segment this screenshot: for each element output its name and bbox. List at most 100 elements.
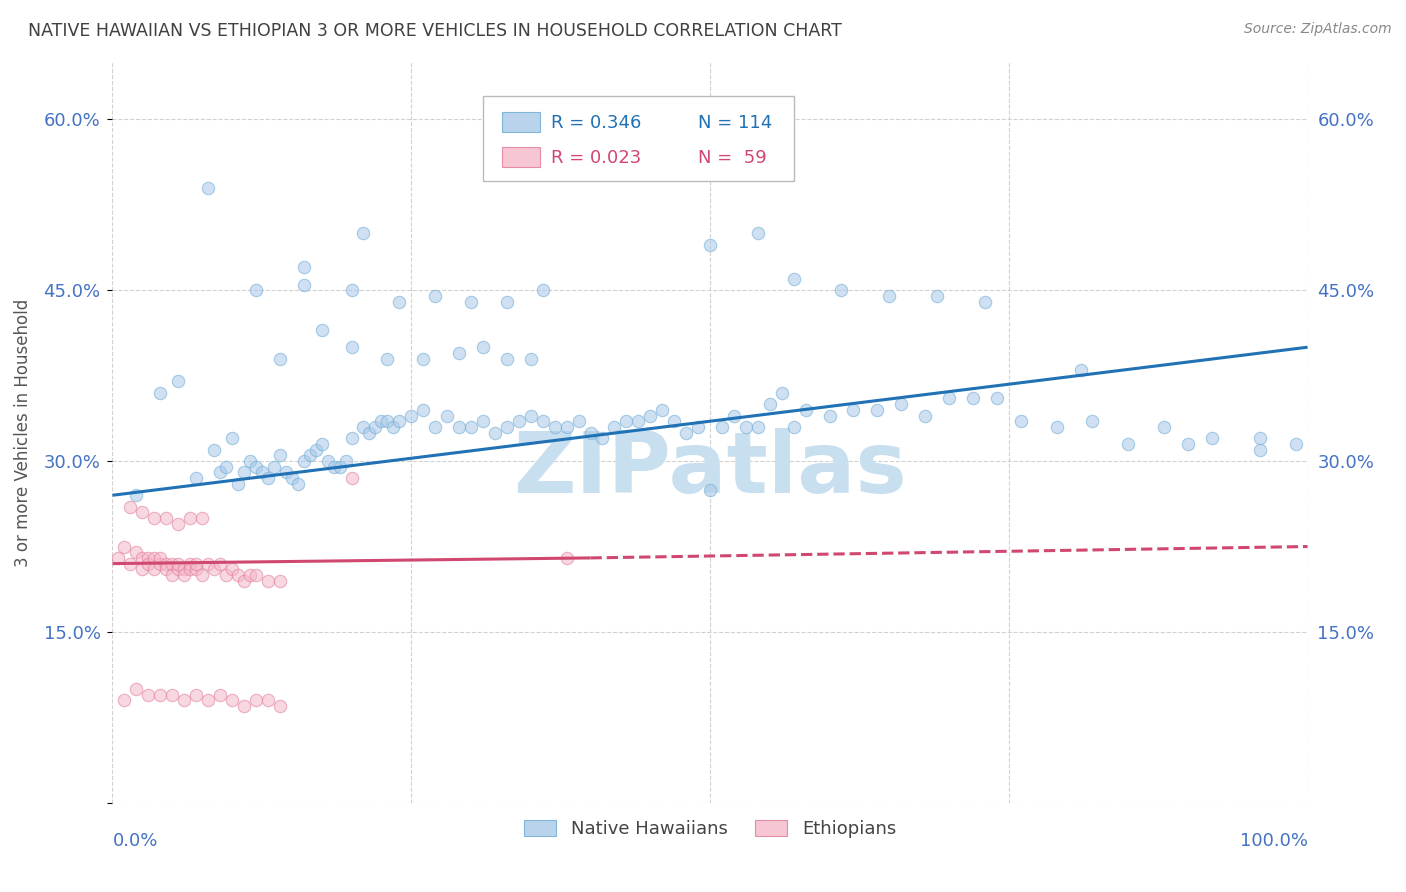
Point [287, 476, 309, 491]
Point [1285, 437, 1308, 451]
Point [782, 272, 804, 286]
Point [179, 562, 201, 576]
Point [688, 420, 710, 434]
Point [425, 420, 447, 434]
Point [186, 557, 208, 571]
Point [233, 574, 256, 588]
Point [496, 294, 519, 309]
Point [651, 402, 673, 417]
Point [138, 557, 160, 571]
Point [794, 402, 817, 417]
Point [1118, 437, 1140, 451]
Point [173, 568, 195, 582]
Point [191, 568, 214, 582]
Point [298, 449, 321, 463]
Point [143, 550, 166, 565]
Point [209, 557, 232, 571]
Point [197, 557, 219, 571]
Point [914, 409, 936, 423]
Point [239, 454, 262, 468]
Point [274, 466, 297, 480]
Point [1249, 431, 1271, 445]
Point [245, 568, 267, 582]
Point [352, 420, 374, 434]
Point [215, 459, 238, 474]
Point [388, 414, 411, 428]
Point [269, 449, 291, 463]
FancyBboxPatch shape [502, 112, 540, 132]
Point [257, 693, 280, 707]
Point [125, 681, 148, 696]
Point [149, 557, 172, 571]
Point [155, 511, 177, 525]
Point [592, 431, 614, 445]
Point [245, 693, 267, 707]
Point [305, 442, 328, 457]
Point [377, 351, 399, 366]
Point [226, 568, 249, 582]
Point [269, 574, 291, 588]
Point [191, 511, 214, 525]
Point [292, 454, 315, 468]
Point [186, 562, 208, 576]
Point [986, 392, 1008, 406]
Point [675, 425, 697, 440]
Point [927, 289, 949, 303]
Point [401, 409, 423, 423]
Point [377, 414, 399, 428]
Text: Source: ZipAtlas.com: Source: ZipAtlas.com [1244, 22, 1392, 37]
Point [555, 420, 578, 434]
FancyBboxPatch shape [502, 147, 540, 168]
Point [233, 466, 256, 480]
Point [209, 688, 232, 702]
Point [143, 511, 166, 525]
Point [221, 562, 243, 576]
Point [1070, 363, 1092, 377]
Point [221, 431, 243, 445]
Point [568, 414, 591, 428]
Point [484, 425, 506, 440]
Point [155, 557, 177, 571]
Point [496, 351, 519, 366]
Point [114, 540, 135, 554]
Point [311, 323, 333, 337]
Point [1201, 431, 1223, 445]
FancyBboxPatch shape [484, 95, 794, 181]
Point [472, 340, 495, 354]
Point [292, 277, 315, 292]
Point [131, 562, 153, 576]
Point [340, 340, 363, 354]
Point [281, 471, 304, 485]
Point [173, 693, 195, 707]
Point [531, 414, 554, 428]
Point [155, 562, 177, 576]
Point [149, 550, 172, 565]
Point [250, 466, 273, 480]
Point [974, 294, 997, 309]
Point [179, 511, 201, 525]
Point [149, 385, 172, 400]
Point [1153, 420, 1175, 434]
Point [866, 402, 889, 417]
Point [114, 693, 135, 707]
Point [555, 550, 578, 565]
Point [340, 283, 363, 297]
Point [257, 471, 280, 485]
Point [370, 414, 392, 428]
Point [138, 550, 160, 565]
Point [879, 289, 901, 303]
Point [382, 420, 405, 434]
Point [257, 574, 280, 588]
Point [316, 454, 339, 468]
Point [460, 294, 482, 309]
Point [107, 550, 129, 565]
Point [531, 283, 554, 297]
Point [759, 397, 782, 411]
Point [1249, 442, 1271, 457]
Point [125, 545, 148, 559]
Point [340, 471, 363, 485]
Point [603, 420, 626, 434]
Text: 100.0%: 100.0% [1240, 832, 1308, 850]
Point [436, 409, 458, 423]
Point [292, 260, 315, 275]
